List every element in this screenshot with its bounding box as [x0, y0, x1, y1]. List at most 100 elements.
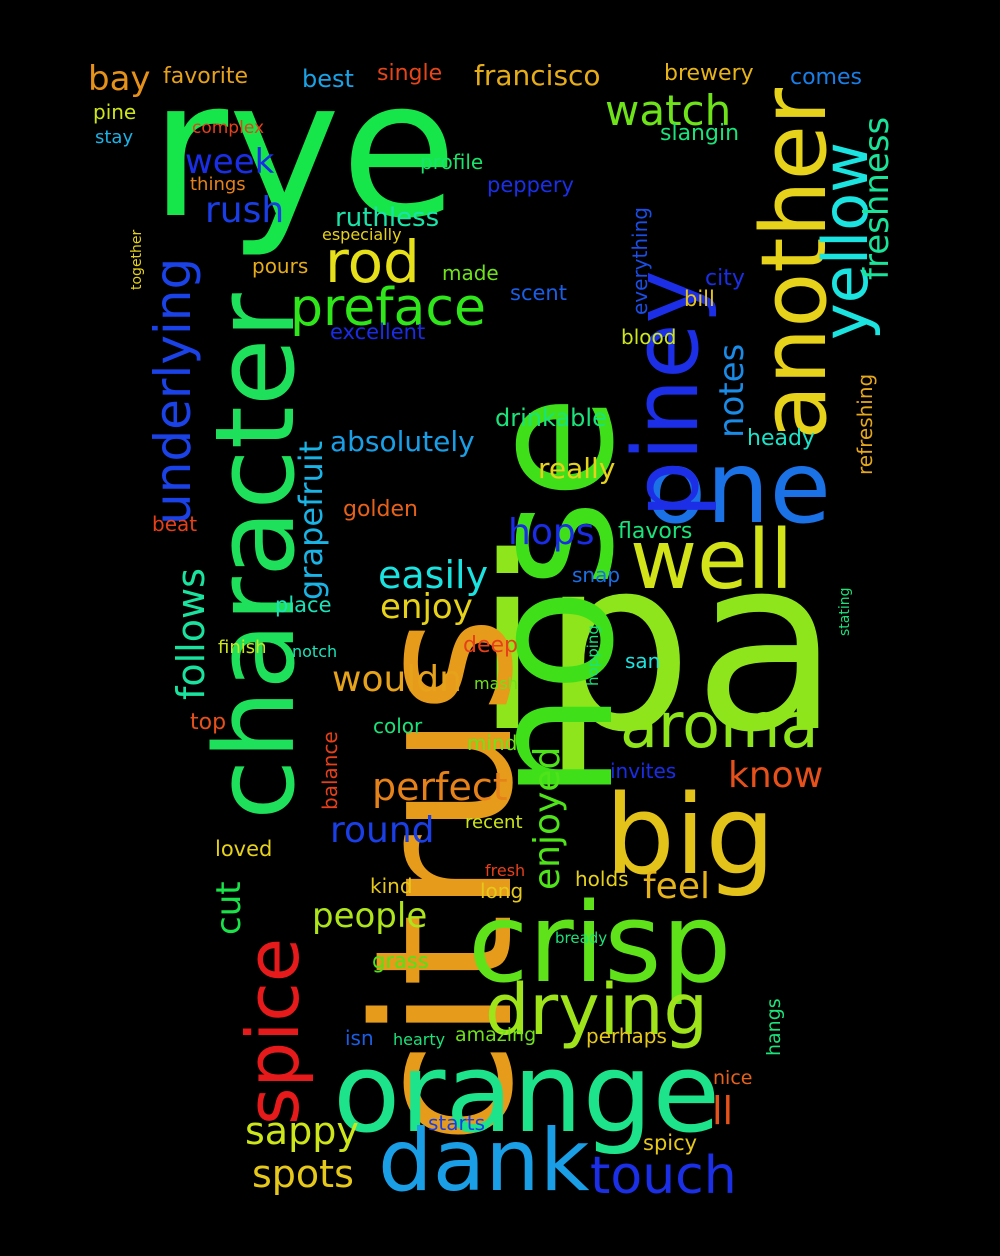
- word-peppery: peppery: [487, 173, 574, 197]
- word-fresh: fresh: [485, 861, 526, 880]
- word-kind: kind: [370, 874, 413, 898]
- word-aroma: aroma: [620, 689, 819, 762]
- word-complex: complex: [192, 118, 265, 138]
- word-pours: pours: [252, 254, 309, 278]
- word-starts: starts: [428, 1111, 486, 1135]
- word-drying: drying: [485, 969, 708, 1051]
- word-hopping: hopping: [584, 625, 602, 686]
- word-mind: mind: [467, 731, 518, 755]
- word-ruthless: ruthless: [335, 203, 440, 233]
- word-bready: bready: [555, 929, 608, 947]
- word-freshness: freshness: [857, 116, 897, 280]
- word-excellent: excellent: [330, 320, 426, 344]
- word-made: made: [442, 261, 499, 285]
- word-bay: bay: [88, 59, 151, 99]
- word-amazing: amazing: [455, 1024, 537, 1046]
- word-francisco: francisco: [474, 59, 601, 92]
- word-refreshing: refreshing: [853, 373, 877, 475]
- word-people: people: [312, 896, 428, 936]
- word-orange: orange: [333, 1029, 721, 1157]
- word-brewery: brewery: [664, 61, 754, 86]
- word-follows: follows: [169, 568, 213, 700]
- word-slangin: slangin: [660, 121, 740, 146]
- word-ipa: ipa: [474, 505, 841, 785]
- word-balance: balance: [318, 731, 342, 810]
- word-rod: rod: [325, 228, 420, 296]
- word-long: long: [480, 879, 524, 903]
- word-sappy: sappy: [245, 1109, 359, 1153]
- word-favorite: favorite: [163, 64, 249, 89]
- word-grass: grass: [372, 949, 429, 973]
- word-dank: dank: [378, 1111, 590, 1211]
- word-absolutely: absolutely: [330, 425, 475, 458]
- word-color: color: [373, 714, 423, 738]
- word-single: single: [377, 61, 443, 86]
- word-heady: heady: [747, 426, 815, 451]
- word-perhaps: perhaps: [586, 1024, 667, 1048]
- word-round: round: [330, 810, 435, 851]
- word-hops: hops: [508, 512, 595, 553]
- word-mash: mash: [474, 674, 518, 693]
- word-invites: invites: [610, 759, 677, 783]
- word-place: place: [275, 593, 332, 617]
- word-grapefruit: grapefruit: [292, 440, 330, 600]
- word-together: together: [129, 229, 145, 290]
- word-underlying: underlying: [144, 257, 202, 525]
- word-week: week: [185, 142, 275, 182]
- word-big: big: [605, 771, 776, 899]
- word-bill: bill: [684, 287, 715, 311]
- word-enjoy: enjoy: [380, 587, 473, 627]
- word-deep: deep: [463, 633, 518, 658]
- word-watch: watch: [605, 86, 732, 135]
- word-san: san: [625, 649, 661, 673]
- word-rye: rye: [150, 39, 458, 260]
- word-profile: profile: [420, 150, 484, 174]
- word-stating: stating: [837, 587, 853, 636]
- word-scent: scent: [510, 281, 567, 305]
- word-hangs: hangs: [763, 998, 785, 1056]
- word-everything: everything: [628, 207, 652, 315]
- word-wouldn: wouldn: [332, 659, 462, 700]
- word-feel: feel: [643, 866, 710, 907]
- word-pine: pine: [93, 100, 137, 124]
- word-spicy: spicy: [643, 1131, 698, 1155]
- word-crisp: crisp: [468, 879, 732, 1007]
- word-recent: recent: [465, 812, 523, 833]
- word-especially: especially: [322, 225, 402, 244]
- word-know: know: [728, 755, 824, 796]
- word-top: top: [190, 710, 227, 735]
- word-finish: finish: [218, 637, 267, 658]
- word-really: really: [538, 452, 616, 485]
- word-notch: notch: [292, 642, 338, 661]
- word-isn: isn: [345, 1026, 374, 1050]
- word-comes: comes: [790, 65, 862, 90]
- word-snap: snap: [572, 563, 621, 587]
- word-easily: easily: [378, 553, 489, 597]
- word-city: city: [705, 266, 745, 291]
- word-preface: preface: [290, 278, 486, 338]
- word-golden: golden: [343, 497, 418, 522]
- word-spice: spice: [231, 937, 315, 1125]
- word-cut: cut: [209, 881, 249, 935]
- word-holds: holds: [575, 867, 629, 891]
- word-stay: stay: [95, 127, 134, 148]
- word-well: well: [630, 513, 794, 608]
- word-ll: ll: [712, 1089, 734, 1133]
- word-flavors: flavors: [618, 519, 693, 544]
- word-one: one: [645, 429, 832, 546]
- word-drinkable: drinkable: [495, 404, 607, 432]
- word-things: things: [190, 174, 246, 195]
- word-beat: beat: [152, 512, 198, 536]
- word-perfect: perfect: [372, 765, 508, 809]
- word-touch: touch: [590, 1146, 737, 1206]
- word-blood: blood: [621, 325, 677, 349]
- word-rush: rush: [205, 190, 285, 231]
- word-enjoyed: enjoyed: [527, 746, 568, 890]
- word-notes: notes: [712, 343, 752, 438]
- word-best: best: [302, 65, 354, 93]
- word-nice: nice: [713, 1067, 753, 1089]
- word-loved: loved: [215, 837, 273, 861]
- word-spots: spots: [252, 1152, 354, 1196]
- word-hearty: hearty: [393, 1030, 446, 1049]
